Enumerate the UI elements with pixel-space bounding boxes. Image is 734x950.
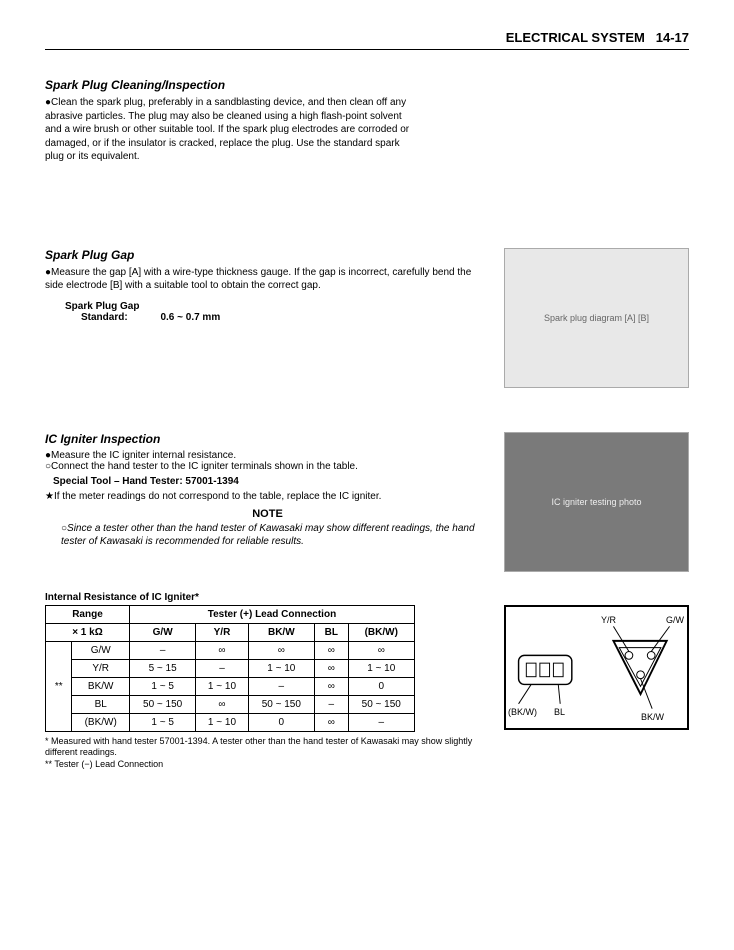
footnote-1: * Measured with hand tester 57001-1394. … [45,736,490,759]
row-label: Y/R [72,659,130,677]
table-cell: 1 ~ 5 [129,713,195,731]
header-rule [45,49,689,50]
table-cell: ∞ [315,659,349,677]
spec-value: 0.6 ~ 0.7 mm [160,312,220,323]
table-cell: 1 ~ 10 [248,659,314,677]
tester-header: Tester (+) Lead Connection [129,605,414,623]
section-title-igniter: IC Igniter Inspection [45,432,490,446]
section-title-cleaning: Spark Plug Cleaning/Inspection [45,78,689,92]
col-header: BL [315,623,349,641]
pin-bkw-left: (BK/W) [508,707,537,717]
table-cell: 0 [248,713,314,731]
pin-bl: BL [554,707,565,717]
footnote-2: ** Tester (−) Lead Connection [45,759,490,771]
row-label: BL [72,695,130,713]
table-cell: 1 ~ 10 [196,677,248,695]
row-label: (BK/W) [72,713,130,731]
col-header: (BK/W) [348,623,414,641]
table-cell: ∞ [315,677,349,695]
table-cell: 50 ~ 150 [248,695,314,713]
igniter-line1: ●Measure the IC igniter internal resista… [45,450,490,461]
special-tool: Special Tool – Hand Tester: 57001-1394 [53,476,490,487]
row-label: G/W [72,641,130,659]
table-cell: 1 ~ 5 [129,677,195,695]
table-cell: 1 ~ 10 [348,659,414,677]
range-header: Range [46,605,130,623]
section-body-gap: ●Measure the gap [A] with a wire-type th… [45,266,490,293]
connector-diagram: Y/R G/W (BK/W) BL BK/W [504,605,689,730]
table-cell: 0 [348,677,414,695]
spark-plug-diagram: Spark plug diagram [A] [B] [504,248,689,388]
section-body-cleaning: ●Clean the spark plug, preferably in a s… [45,96,415,164]
table-cell: 5 ~ 15 [129,659,195,677]
row-label: BK/W [72,677,130,695]
col-header: BK/W [248,623,314,641]
page-header: ELECTRICAL SYSTEM 14-17 [45,30,689,49]
pin-yr: Y/R [601,615,616,625]
col-header: G/W [129,623,195,641]
col-header: Y/R [196,623,248,641]
table-cell: 1 ~ 10 [196,713,248,731]
table-cell: ∞ [196,695,248,713]
table-cell: ∞ [196,641,248,659]
igniter-line2: ○Connect the hand tester to the IC ignit… [45,461,490,472]
table-cell: ∞ [315,713,349,731]
igniter-star: ★If the meter readings do not correspond… [45,491,490,502]
table-cell: – [348,713,414,731]
pin-bkw-right: BK/W [641,712,664,722]
row-marker: ** [46,641,72,731]
table-cell: 50 ~ 150 [348,695,414,713]
spec-title: Spark Plug Gap [65,301,490,312]
table-cell: – [196,659,248,677]
section-name: ELECTRICAL SYSTEM [506,30,645,45]
table-cell: ∞ [348,641,414,659]
section-title-gap: Spark Plug Gap [45,248,490,262]
range-unit: × 1 kΩ [46,623,130,641]
resistance-table: Range Tester (+) Lead Connection × 1 kΩ … [45,605,415,732]
igniter-photo: IC igniter testing photo [504,432,689,572]
table-cell: 50 ~ 150 [129,695,195,713]
table-cell: – [248,677,314,695]
table-cell: ∞ [315,641,349,659]
note-body: ○Since a tester other than the hand test… [61,522,490,548]
table-cell: – [129,641,195,659]
spec-label: Standard: [81,312,128,323]
table-cell: ∞ [248,641,314,659]
note-title: NOTE [45,508,490,520]
table-title: Internal Resistance of IC Igniter* [45,592,689,603]
page-number: 14-17 [656,30,689,45]
pin-gw: G/W [666,615,684,625]
table-cell: – [315,695,349,713]
